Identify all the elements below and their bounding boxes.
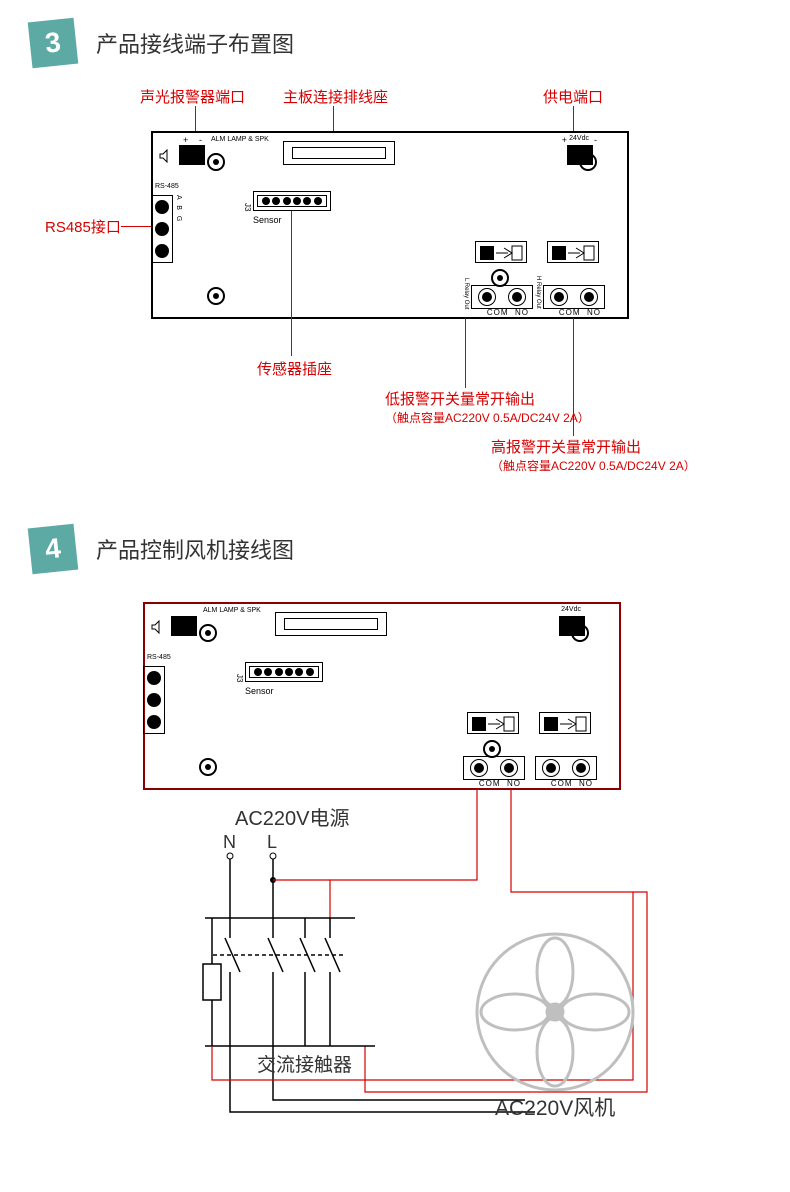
rs485-terminal xyxy=(151,195,173,263)
alarm-terminal xyxy=(179,145,205,165)
section-4-header: 4 产品控制风机接线图 xyxy=(30,526,790,572)
callout-high-alarm: 高报警开关量常开输出 （触点容量AC220V 0.5A/DC24V 2A） xyxy=(491,436,696,474)
main-connector xyxy=(283,141,395,165)
section-3-header: 3 产品接线端子布置图 xyxy=(30,20,790,66)
minus-label: - xyxy=(199,135,202,145)
sensor-connector xyxy=(253,191,331,211)
l-relay-label: L Relay Out xyxy=(463,278,469,309)
high-relay-terminal xyxy=(543,285,605,309)
leader-line xyxy=(573,318,574,436)
h-relay-label: H Relay Out xyxy=(535,276,541,309)
fan-wiring-diagram: ALM LAMP & SPK 24Vdc RS-485 J3 Sensor CO… xyxy=(25,592,765,1152)
wiring-svg xyxy=(25,592,765,1152)
minus-label: - xyxy=(594,135,597,145)
leader-line xyxy=(121,226,151,227)
section-3-badge: 3 xyxy=(28,18,79,69)
terminal-layout-diagram: 声光报警器端口 主板连接排线座 供电端口 RS485接口 ALM LAMP & … xyxy=(25,86,765,486)
callout-rs485: RS485接口 xyxy=(45,216,121,237)
relay-com-no: COM NO xyxy=(559,308,601,317)
contactor-label: 交流接触器 xyxy=(257,1050,352,1077)
callout-main-connector: 主板连接排线座 xyxy=(283,86,388,107)
leader-line xyxy=(465,318,466,388)
leader-line xyxy=(291,211,292,356)
alm-label: ALM LAMP & SPK xyxy=(211,136,269,143)
sensor-label: Sensor xyxy=(253,215,282,225)
low-relay-terminal xyxy=(471,285,533,309)
plus-label: + xyxy=(183,135,188,145)
section-4-title: 产品控制风机接线图 xyxy=(96,533,294,565)
j3-label: J3 xyxy=(243,203,252,211)
opto-block xyxy=(547,241,599,263)
mounting-hole xyxy=(207,153,225,171)
callout-low-alarm: 低报警开关量常开输出 （触点容量AC220V 0.5A/DC24V 2A） xyxy=(385,388,590,426)
section-4-badge: 4 xyxy=(28,524,79,575)
pins-label: A B G xyxy=(175,195,182,223)
section-3-title: 产品接线端子布置图 xyxy=(96,27,294,59)
pcb-board: ALM LAMP & SPK + - 24Vdc + - RS-485 A B … xyxy=(151,131,629,319)
mounting-hole xyxy=(207,287,225,305)
v24-label: 24Vdc xyxy=(569,135,589,142)
relay-com-no: COM NO xyxy=(487,308,529,317)
callout-sensor-socket: 传感器插座 xyxy=(257,358,332,379)
callout-power-port: 供电端口 xyxy=(543,86,603,107)
speaker-icon xyxy=(159,149,173,163)
fan-label: AC220V风机 xyxy=(495,1092,615,1122)
callout-alarm-port: 声光报警器端口 xyxy=(140,86,245,107)
plus-label: + xyxy=(562,135,567,145)
opto-block xyxy=(475,241,527,263)
rs485-label: RS-485 xyxy=(155,183,179,190)
power-terminal xyxy=(567,145,593,165)
